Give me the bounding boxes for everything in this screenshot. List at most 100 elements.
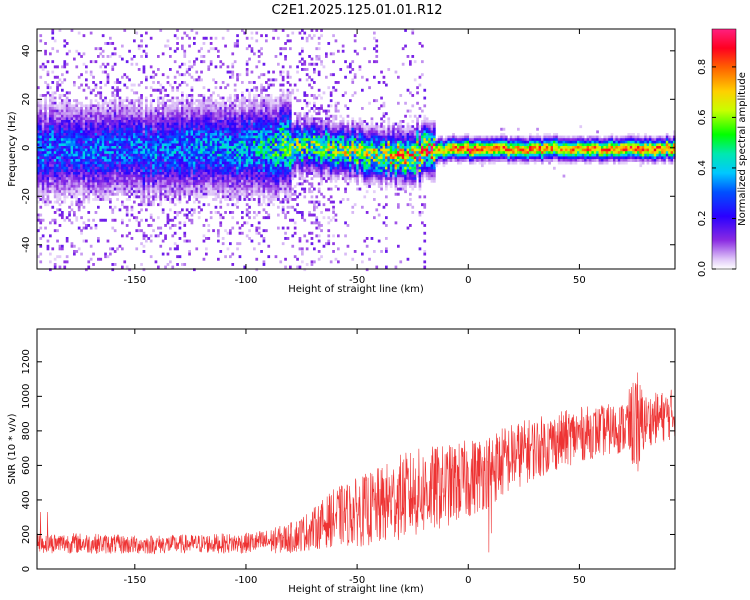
heatmap-cell bbox=[101, 159, 105, 162]
heatmap-cell bbox=[272, 109, 275, 113]
heatmap-cell bbox=[207, 127, 211, 131]
heatmap-cell bbox=[236, 73, 239, 77]
heatmap-cell bbox=[181, 208, 184, 212]
heatmap-cell bbox=[269, 179, 273, 183]
heatmap-cell bbox=[166, 135, 170, 139]
heatmap-cell bbox=[269, 177, 273, 181]
heatmap-cell bbox=[236, 205, 239, 209]
heatmap-cell bbox=[200, 133, 203, 136]
heatmap-cell bbox=[109, 153, 112, 157]
heatmap-cell bbox=[188, 60, 191, 64]
heatmap-cell bbox=[113, 148, 117, 152]
heatmap-cell bbox=[181, 133, 184, 136]
heatmap-cell bbox=[260, 107, 263, 110]
heatmap-cell bbox=[202, 117, 206, 121]
heatmap-cell bbox=[109, 104, 112, 108]
heatmap-cell bbox=[128, 114, 131, 118]
heatmap-cell bbox=[289, 122, 292, 126]
heatmap-cell bbox=[190, 94, 194, 97]
heatmap-cell bbox=[157, 148, 160, 152]
heatmap-cell bbox=[157, 135, 160, 139]
heatmap-cell bbox=[56, 122, 59, 126]
heatmap-cell bbox=[140, 101, 143, 105]
heatmap-cell bbox=[205, 133, 208, 136]
heatmap-cell bbox=[226, 164, 230, 168]
heatmap-cell bbox=[145, 146, 148, 149]
heatmap-cell bbox=[109, 101, 112, 105]
heatmap-cell bbox=[164, 166, 167, 170]
heatmap-cell bbox=[137, 224, 141, 227]
heatmap-cell bbox=[279, 161, 283, 165]
heatmap-cell bbox=[99, 159, 103, 162]
heatmap-cell bbox=[75, 200, 79, 204]
heatmap-cell bbox=[181, 117, 184, 121]
heatmap-cell bbox=[46, 159, 50, 162]
heatmap-cell bbox=[135, 120, 139, 123]
heatmap-cell bbox=[149, 239, 153, 243]
heatmap-cell bbox=[245, 135, 249, 139]
heatmap-cell bbox=[49, 166, 52, 170]
heatmap-cell bbox=[185, 179, 189, 183]
heatmap-cell bbox=[61, 120, 64, 123]
heatmap-cell bbox=[233, 185, 237, 188]
heatmap-cell bbox=[265, 120, 268, 123]
heatmap-cell bbox=[166, 172, 170, 175]
heatmap-cell bbox=[212, 143, 215, 147]
heatmap-cell bbox=[121, 135, 124, 139]
heatmap-cell bbox=[183, 135, 187, 139]
heatmap-cell bbox=[272, 166, 275, 170]
heatmap-cell bbox=[137, 114, 141, 118]
heatmap-cell bbox=[181, 47, 184, 51]
heatmap-cell bbox=[279, 52, 283, 56]
heatmap-cell bbox=[89, 226, 93, 230]
heatmap-cell bbox=[195, 125, 199, 129]
heatmap-cell bbox=[164, 44, 167, 48]
heatmap-cell bbox=[82, 159, 86, 162]
heatmap-cell bbox=[53, 166, 57, 170]
heatmap-cell bbox=[281, 78, 285, 82]
heatmap-cell bbox=[142, 133, 146, 136]
heatmap-cell bbox=[195, 112, 199, 116]
heatmap-cell bbox=[231, 109, 235, 113]
heatmap-cell bbox=[197, 182, 201, 186]
heatmap-cell bbox=[65, 70, 69, 74]
heatmap-cell bbox=[253, 114, 256, 118]
heatmap-cell bbox=[245, 104, 249, 108]
heatmap-cell bbox=[63, 62, 67, 66]
heatmap-cell bbox=[217, 130, 220, 134]
heatmap-cell bbox=[89, 107, 93, 110]
heatmap-cell bbox=[58, 94, 62, 97]
heatmap-cell bbox=[176, 138, 179, 142]
heatmap-cell bbox=[137, 122, 141, 126]
heatmap-cell bbox=[53, 153, 57, 157]
heatmap-cell bbox=[82, 198, 86, 201]
heatmap-cell bbox=[169, 135, 172, 139]
heatmap-cell bbox=[224, 127, 227, 131]
heatmap-cell bbox=[245, 213, 249, 217]
heatmap-cell bbox=[200, 174, 203, 178]
heatmap-cell bbox=[82, 138, 86, 142]
heatmap-cell bbox=[212, 127, 215, 131]
heatmap-cell bbox=[159, 88, 163, 92]
heatmap-cell bbox=[250, 133, 254, 136]
heatmap-cell bbox=[56, 164, 59, 168]
heatmap-cell bbox=[75, 156, 79, 160]
heatmap-cell bbox=[137, 138, 141, 142]
heatmap-cell bbox=[233, 120, 237, 123]
heatmap-cell bbox=[238, 174, 242, 178]
heatmap-cell bbox=[109, 190, 112, 194]
heatmap-cell bbox=[224, 177, 227, 181]
heatmap-cell bbox=[82, 130, 86, 134]
heatmap-cell bbox=[202, 203, 206, 207]
heatmap-cell bbox=[116, 190, 119, 194]
heatmap-cell bbox=[154, 190, 158, 194]
heatmap-cell bbox=[41, 159, 45, 162]
heatmap-cell bbox=[200, 153, 203, 157]
heatmap-cell bbox=[37, 164, 40, 168]
heatmap-cell bbox=[277, 109, 280, 113]
heatmap-cell bbox=[173, 177, 177, 181]
heatmap-cell bbox=[188, 73, 191, 77]
heatmap-cell bbox=[279, 107, 283, 110]
heatmap-cell bbox=[116, 174, 119, 178]
heatmap-cell bbox=[221, 143, 225, 147]
